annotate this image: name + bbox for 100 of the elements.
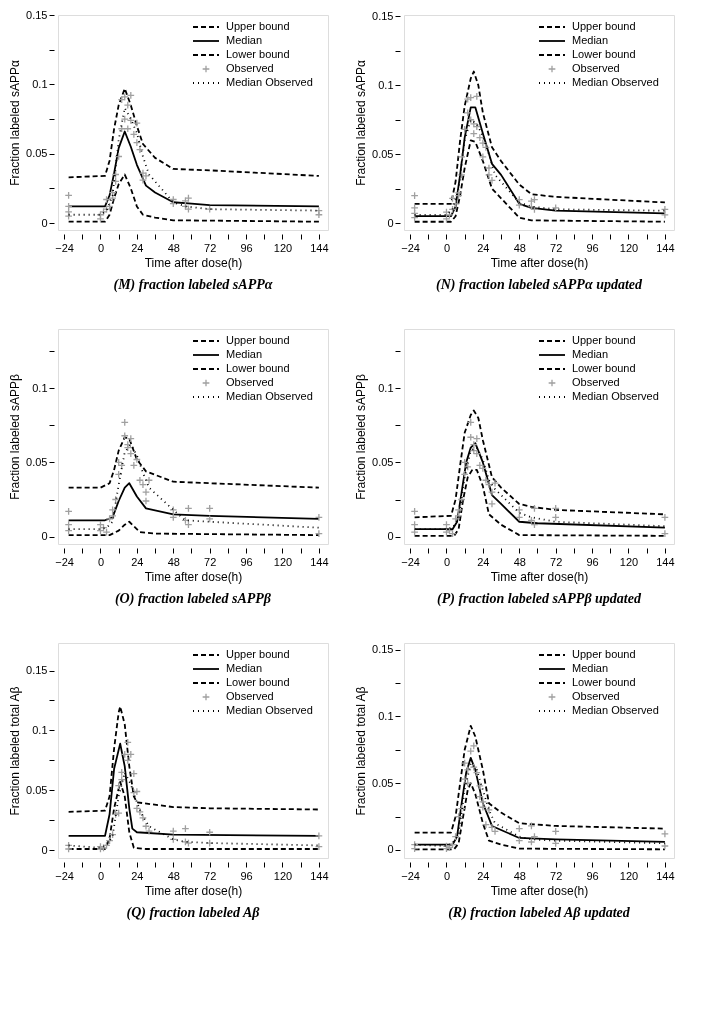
y-tick-label: 0.15 bbox=[372, 9, 394, 22]
point bbox=[454, 505, 463, 514]
point bbox=[169, 505, 178, 514]
x-tick-label: 144 bbox=[656, 555, 675, 568]
point bbox=[527, 821, 536, 830]
point bbox=[491, 827, 500, 836]
y-tick-label: 0.05 bbox=[372, 455, 394, 468]
x-axis-title: Time after dose(h) bbox=[490, 569, 589, 584]
y-tick-label: 0 bbox=[387, 530, 394, 543]
x-tick-label: −24 bbox=[55, 241, 74, 254]
point bbox=[138, 169, 147, 178]
line-series bbox=[67, 520, 320, 536]
legend-label: Upper bound bbox=[226, 334, 290, 346]
y-tick-label: 0 bbox=[41, 843, 48, 856]
point bbox=[551, 203, 560, 212]
x-tick-label: 120 bbox=[273, 869, 293, 882]
y-tick-label: 0.1 bbox=[32, 381, 48, 394]
x-tick-label: 96 bbox=[586, 241, 599, 254]
legend-label: Upper bound bbox=[572, 20, 636, 32]
point bbox=[457, 152, 466, 161]
legend-label: Lower bound bbox=[226, 362, 290, 374]
legend-label: Median Observed bbox=[226, 390, 313, 402]
y-tick-label: 0.05 bbox=[26, 147, 48, 160]
text: (M) fraction labeled sAPPα bbox=[113, 277, 273, 293]
y-tick-label: 0.05 bbox=[372, 776, 394, 789]
point bbox=[314, 210, 323, 219]
point bbox=[138, 480, 147, 489]
y-tick-label: 0.15 bbox=[26, 8, 48, 21]
point bbox=[410, 203, 419, 212]
point bbox=[475, 781, 484, 790]
y-tick-label: 0.05 bbox=[26, 783, 48, 796]
x-tick-label: 0 bbox=[97, 241, 105, 254]
legend-label: Median bbox=[572, 348, 609, 360]
x-tick-label: 72 bbox=[204, 555, 217, 568]
legend-label: Upper bound bbox=[572, 334, 636, 346]
point bbox=[132, 455, 141, 464]
x-tick-label: 24 bbox=[477, 555, 490, 568]
point bbox=[64, 207, 73, 216]
x-tick-label: 48 bbox=[513, 869, 526, 882]
legend-label: Median bbox=[226, 34, 263, 46]
legend-label: Observed bbox=[226, 376, 274, 388]
legend-label: Observed bbox=[226, 690, 274, 702]
text: (P) fraction labeled sAPPβ updated bbox=[437, 591, 642, 607]
point bbox=[314, 529, 323, 538]
y-tick-label: 0 bbox=[387, 843, 394, 856]
point bbox=[145, 476, 154, 485]
legend-label: Median bbox=[572, 662, 609, 674]
y-tick-label: 0 bbox=[387, 216, 394, 229]
y-tick-label: 0 bbox=[41, 216, 48, 229]
x-tick-label: 72 bbox=[550, 555, 563, 568]
x-axis-title: Time after dose(h) bbox=[144, 255, 243, 270]
x-axis-title: Time after dose(h) bbox=[144, 883, 243, 898]
x-tick-label: 0 bbox=[443, 555, 451, 568]
point bbox=[463, 765, 472, 774]
y-axis-title: Fraction labeled sAPPβ bbox=[8, 374, 23, 500]
legend-label: Upper bound bbox=[226, 648, 290, 660]
x-tick-label: 72 bbox=[204, 869, 217, 882]
y-tick-label: 0.1 bbox=[378, 381, 394, 394]
point bbox=[484, 163, 493, 172]
y-tick-label: 0.1 bbox=[378, 78, 394, 91]
x-tick-label: 0 bbox=[97, 869, 105, 882]
point bbox=[141, 171, 150, 180]
x-tick-label: 120 bbox=[619, 555, 639, 568]
x-tick-label: 48 bbox=[167, 241, 180, 254]
x-tick-label: 144 bbox=[310, 555, 329, 568]
point bbox=[660, 829, 669, 838]
y-axis-title: Fraction labeled sAPPβ bbox=[354, 374, 369, 500]
point bbox=[515, 505, 524, 514]
x-tick-label: −24 bbox=[401, 869, 420, 882]
point bbox=[132, 138, 141, 147]
x-tick-label: 72 bbox=[550, 869, 563, 882]
x-tick-label: 120 bbox=[619, 869, 639, 882]
x-tick-label: 96 bbox=[586, 555, 599, 568]
point bbox=[484, 480, 493, 489]
text: (O) fraction labeled sAPPβ bbox=[114, 591, 272, 607]
point bbox=[108, 194, 117, 203]
legend-label: Median Observed bbox=[572, 390, 659, 402]
y-axis-title: Fraction labeled sAPPα bbox=[8, 60, 23, 186]
point bbox=[314, 513, 323, 522]
x-tick-label: 96 bbox=[240, 869, 253, 882]
x-tick-label: −24 bbox=[401, 241, 420, 254]
x-tick-label: 72 bbox=[204, 241, 217, 254]
x-axis-title: Time after dose(h) bbox=[144, 569, 243, 584]
legend-label: Median Observed bbox=[226, 76, 313, 88]
point bbox=[481, 476, 490, 485]
legend-label: Observed bbox=[572, 62, 620, 74]
point bbox=[660, 210, 669, 219]
point bbox=[135, 476, 144, 485]
x-tick-label: −24 bbox=[55, 869, 74, 882]
x-tick-label: 24 bbox=[477, 869, 490, 882]
point bbox=[481, 143, 490, 152]
point bbox=[135, 145, 144, 154]
y-tick-label: 0.1 bbox=[32, 723, 48, 736]
point bbox=[120, 115, 129, 124]
text: (N) fraction labeled sAPPα updated bbox=[435, 277, 644, 293]
legend-label: Lower bound bbox=[226, 48, 290, 60]
x-tick-label: 144 bbox=[656, 869, 675, 882]
point bbox=[463, 108, 472, 117]
legend-label: Upper bound bbox=[572, 648, 636, 660]
y-tick-label: 0.1 bbox=[32, 77, 48, 90]
